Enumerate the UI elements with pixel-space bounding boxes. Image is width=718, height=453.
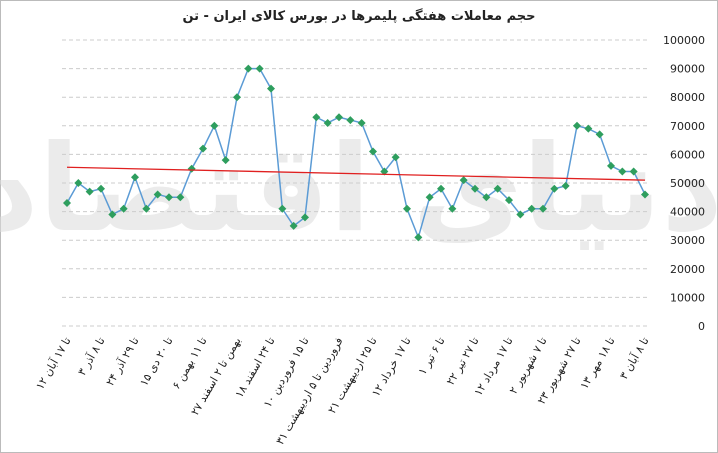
data-point <box>380 167 389 176</box>
data-point <box>573 121 581 130</box>
data-point <box>97 184 105 193</box>
data-point <box>539 204 547 213</box>
data-point <box>505 196 513 205</box>
data-point <box>119 204 128 213</box>
y-tick-label: 50000 <box>670 177 705 190</box>
data-point <box>108 210 117 219</box>
data-line <box>66 67 646 240</box>
data-point <box>425 193 434 202</box>
data-point <box>221 156 230 165</box>
data-point <box>607 161 615 170</box>
data-point <box>459 176 468 185</box>
y-tick-label: 90000 <box>670 63 705 76</box>
data-point <box>516 210 525 219</box>
data-point <box>493 184 502 193</box>
y-tick-label: 100000 <box>663 34 705 47</box>
data-point <box>414 233 423 242</box>
data-point <box>561 181 570 190</box>
data-point <box>142 204 151 213</box>
data-point <box>199 144 207 153</box>
data-point <box>437 184 445 193</box>
y-tick-label: 30000 <box>670 234 705 247</box>
y-tick-label: 0 <box>698 320 705 333</box>
data-point <box>335 113 343 122</box>
trend-line <box>66 166 646 181</box>
data-point <box>584 124 593 133</box>
data-point <box>403 204 411 213</box>
data-point <box>63 199 71 208</box>
data-point <box>595 130 604 139</box>
data-point <box>85 187 94 196</box>
data-point <box>153 190 162 199</box>
data-point <box>482 193 491 202</box>
data-point <box>312 113 321 122</box>
data-point <box>233 93 241 102</box>
data-point <box>550 184 559 193</box>
y-tick-label: 40000 <box>670 206 705 219</box>
data-point <box>357 118 366 127</box>
chart-title: حجم معاملات هفتگی پلیمرها در بورس کالای … <box>182 8 535 24</box>
data-point <box>629 167 638 176</box>
data-point <box>618 167 627 176</box>
data-point <box>255 64 264 73</box>
watermark: دنیای اقتصاد <box>0 120 718 259</box>
data-point <box>346 116 355 125</box>
data-point <box>391 153 400 162</box>
data-point <box>527 204 536 213</box>
data-point <box>210 121 219 130</box>
y-tick-label: 70000 <box>670 120 705 133</box>
data-point <box>301 213 309 222</box>
data-point <box>267 84 275 93</box>
data-point <box>278 204 287 213</box>
data-point <box>471 184 479 193</box>
data-point <box>369 147 377 156</box>
data-point <box>131 173 139 182</box>
y-tick-label: 10000 <box>670 291 705 304</box>
data-point <box>244 64 253 73</box>
data-point <box>289 221 298 230</box>
data-point <box>74 179 83 187</box>
data-point <box>176 193 185 202</box>
y-tick-label: 20000 <box>670 263 705 276</box>
data-point <box>641 190 649 199</box>
y-tick-label: 80000 <box>670 91 705 104</box>
data-point <box>323 118 332 127</box>
data-point <box>448 204 457 213</box>
data-point <box>165 193 173 202</box>
y-tick-label: 60000 <box>670 148 705 161</box>
